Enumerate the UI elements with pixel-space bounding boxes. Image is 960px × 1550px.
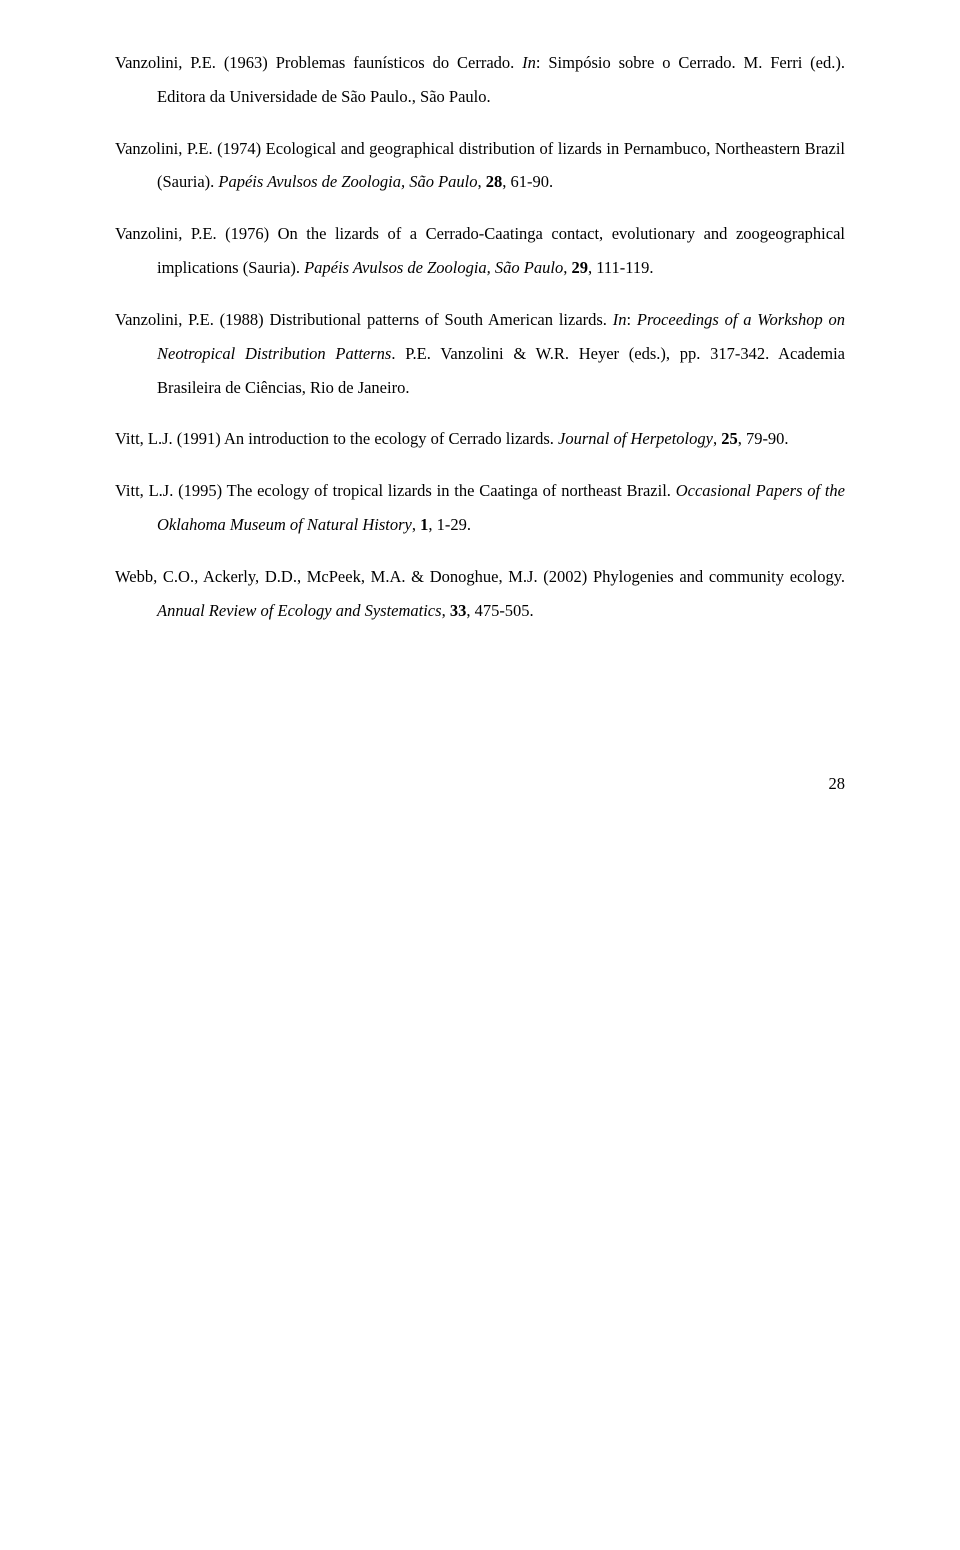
ref-text: , 61-90. [502,172,553,191]
reference-entry: Vitt, L.J. (1995) The ecology of tropica… [115,474,845,542]
page-number: 28 [115,767,845,801]
ref-text: , 111-119. [588,258,654,277]
ref-text: Vitt, L.J. (1995) The ecology of tropica… [115,481,676,500]
ref-text: Webb, C.O., Ackerly, D.D., McPeek, M.A. … [115,567,845,586]
reference-entry: Vanzolini, P.E. (1976) On the lizards of… [115,217,845,285]
ref-text: , [713,429,721,448]
ref-volume: 29 [571,258,588,277]
ref-text: , [442,601,450,620]
reference-entry: Vanzolini, P.E. (1988) Distributional pa… [115,303,845,404]
ref-volume: 25 [721,429,738,448]
ref-text: Vitt, L.J. (1991) An introduction to the… [115,429,558,448]
reference-entry: Vitt, L.J. (1991) An introduction to the… [115,422,845,456]
ref-text: , [478,172,486,191]
ref-text: , 1-29. [428,515,471,534]
ref-italic: Journal of Herpetology [558,429,713,448]
ref-text: , 79-90. [738,429,789,448]
ref-italic: Papéis Avulsos de Zoologia, São Paulo [218,172,477,191]
reference-entry: Vanzolini, P.E. (1963) Problemas fauníst… [115,46,845,114]
ref-text: Vanzolini, P.E. (1988) Distributional pa… [115,310,613,329]
reference-entry: Webb, C.O., Ackerly, D.D., McPeek, M.A. … [115,560,845,628]
ref-italic: Papéis Avulsos de Zoologia, São Paulo [304,258,563,277]
ref-volume: 33 [450,601,467,620]
ref-volume: 28 [486,172,503,191]
ref-text: , 475-505. [466,601,533,620]
ref-italic: Annual Review of Ecology and Systematics [157,601,442,620]
reference-entry: Vanzolini, P.E. (1974) Ecological and ge… [115,132,845,200]
ref-text: : [627,310,637,329]
ref-text: Vanzolini, P.E. (1963) Problemas fauníst… [115,53,522,72]
ref-italic: In [522,53,536,72]
ref-italic: In [613,310,627,329]
ref-text: , [412,515,420,534]
